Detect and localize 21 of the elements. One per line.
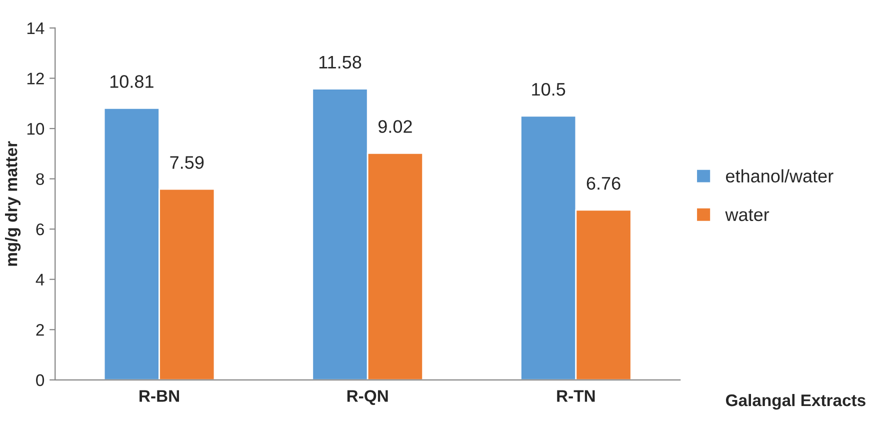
y-tick-label: 6 (36, 223, 44, 236)
y-tick-label: 8 (36, 173, 44, 186)
legend-label: ethanol/water (726, 169, 834, 183)
data-label: 10.81 (110, 75, 154, 88)
y-axis-title: mg/g dry matter (5, 141, 21, 266)
y-tick-label: 12 (27, 72, 44, 84)
x-tick-label: R-TN (557, 390, 595, 402)
data-label: 11.58 (319, 56, 362, 69)
data-label: 9.02 (378, 120, 412, 133)
y-tick-label: 0 (36, 374, 44, 386)
legend-label: water (725, 209, 770, 222)
y-tick-label: 10 (27, 122, 44, 135)
data-label: 6.76 (586, 176, 620, 190)
y-tick-label: 4 (36, 274, 44, 286)
data-label: 10.5 (532, 82, 566, 96)
y-tick-label: 2 (36, 324, 44, 336)
x-tick-label: R-BN (140, 390, 179, 402)
x-tick-label: R-QN (347, 390, 388, 405)
x-axis-title: Galangal Extracts (726, 394, 866, 410)
data-label: 7.59 (170, 156, 204, 169)
y-tick-label: 14 (27, 22, 44, 34)
